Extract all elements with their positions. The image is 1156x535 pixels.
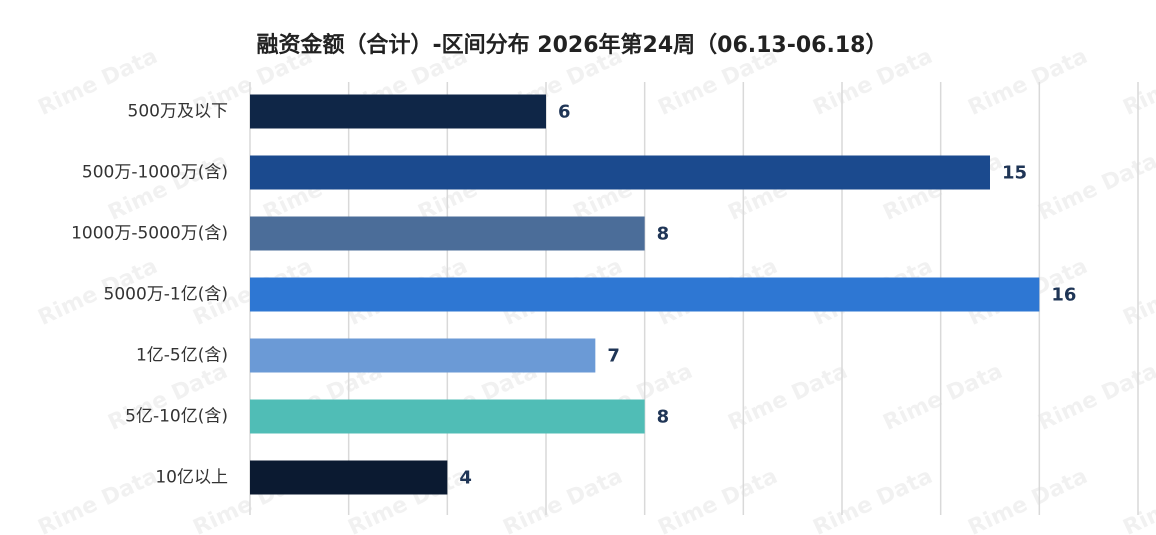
bar [250,94,546,129]
value-label: 7 [607,346,620,367]
value-label: 16 [1051,285,1076,306]
watermark: Rime Data [655,464,782,535]
value-label: 8 [657,407,670,428]
bar [250,155,990,190]
watermark: Rime Data [965,44,1092,121]
y-tick-label: 1000万-5000万(含) [71,224,228,244]
watermark: Rime Data [35,464,162,535]
bar [250,338,596,373]
watermark: Rime Data [500,464,627,535]
watermark: Rime Data [965,464,1092,535]
watermark: Rime Data [810,464,937,535]
y-tick-label: 5亿-10亿(含) [125,407,228,427]
bar [250,399,645,434]
watermark: Rime Data [105,149,232,226]
bar [250,216,645,251]
watermark: Rime Data [880,359,1007,436]
chart-title: 融资金额（合计）-区间分布 2026年第24周（06.13-06.18） [257,32,888,58]
value-label: 8 [657,224,670,245]
bar [250,460,448,495]
value-label: 15 [1002,163,1027,184]
y-tick-label: 10亿以上 [155,468,228,488]
y-tick-label: 1亿-5亿(含) [136,346,228,366]
bar [250,277,1040,312]
value-label: 6 [558,102,571,123]
value-label: 4 [459,468,472,489]
y-tick-label: 5000万-1亿(含) [104,285,228,305]
y-tick-label: 500万-1000万(含) [82,163,228,183]
y-tick-label: 500万及以下 [128,102,228,122]
